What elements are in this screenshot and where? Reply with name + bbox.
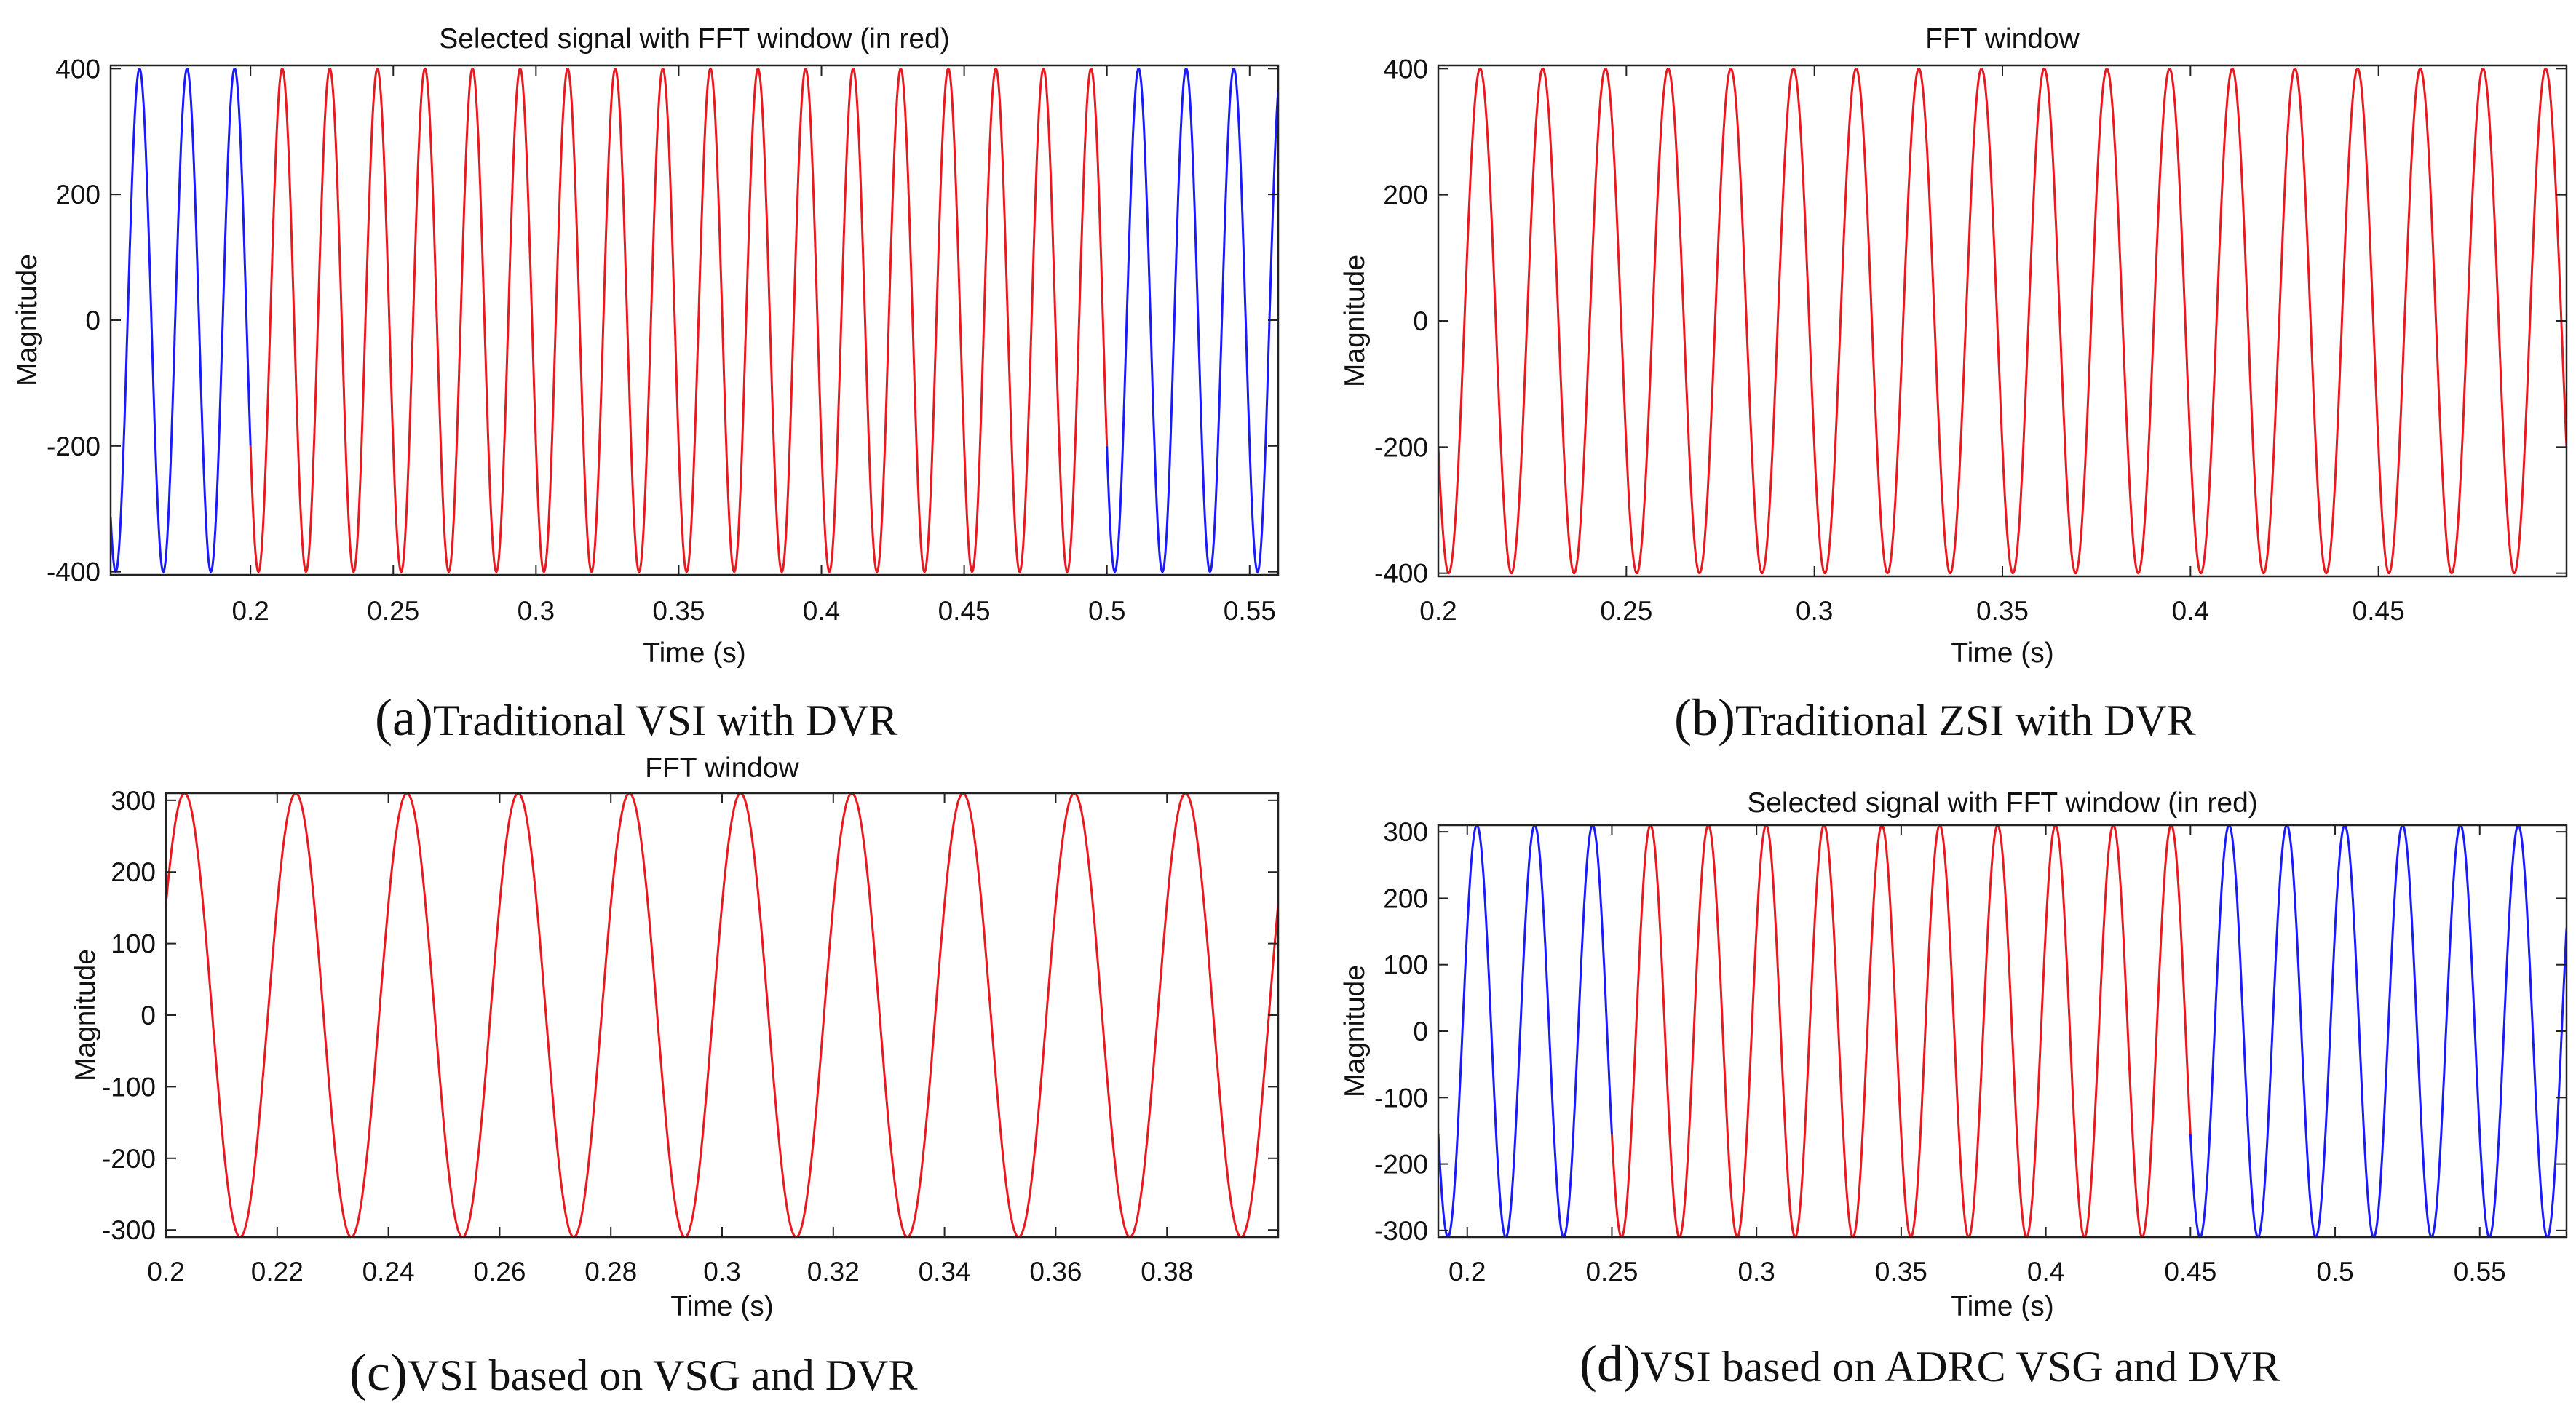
x-tick-label: 0.3 xyxy=(518,596,555,626)
x-tick-label: 0.3 xyxy=(1737,1257,1775,1287)
series-line-signal-3 xyxy=(2189,825,2567,1237)
y-tick-label: -400 xyxy=(47,557,100,587)
chart-title: Selected signal with FFT window (in red) xyxy=(439,23,950,55)
y-tick-label: -200 xyxy=(47,432,100,461)
y-tick-label: 200 xyxy=(1383,180,1428,210)
x-axis-label: Time (s) xyxy=(670,1291,774,1322)
panel-caption: (b)Traditional ZSI with DVR xyxy=(1674,688,2196,747)
panel-caption: (d)VSI based on ADRC VSG and DVR xyxy=(1580,1335,2280,1393)
x-tick-label: 0.34 xyxy=(919,1257,971,1287)
x-tick-label: 0.5 xyxy=(1088,596,1125,626)
x-tick-label: 0.3 xyxy=(1796,596,1833,626)
panel-b: 0.2 0.25 0.3 0.35 0.4 0.45 -400 -200 0 200 400 FFT … xyxy=(1339,23,2568,747)
y-tick-label: 100 xyxy=(111,929,156,959)
series-line-signal-1 xyxy=(111,67,252,573)
series-line-fft-window-1 xyxy=(166,793,1278,1237)
series-line-fft-window-2 xyxy=(249,67,1109,573)
y-tick-label: -100 xyxy=(1374,1083,1428,1113)
panel-d: 0.2 0.25 0.3 0.35 0.4 0.45 0.5 0.55 -300 -200 -100… xyxy=(1339,787,2568,1393)
caption-text: VSI based on ADRC VSG and DVR xyxy=(1641,1343,2280,1391)
y-axis-label: Magnitude xyxy=(70,949,101,1081)
x-tick-label: 0.55 xyxy=(2454,1257,2506,1287)
panel-caption: (c)VSI based on VSG and DVR xyxy=(349,1343,917,1402)
series-line-fft-window-1 xyxy=(1438,67,2567,575)
x-tick-label: 0.2 xyxy=(147,1257,184,1287)
y-tick-label: 400 xyxy=(1383,54,1428,84)
chart-title: FFT window xyxy=(645,752,799,784)
y-tick-label: 300 xyxy=(1383,817,1428,847)
x-tick-label: 0.55 xyxy=(1224,596,1276,626)
y-tick-label: -300 xyxy=(102,1215,156,1245)
x-tick-label: 0.26 xyxy=(473,1257,526,1287)
x-tick-label: 0.35 xyxy=(1875,1257,1927,1287)
y-tick-label: -200 xyxy=(1374,432,1428,462)
x-tick-label: 0.25 xyxy=(367,596,419,626)
caption-letter: (c) xyxy=(349,1343,408,1402)
x-tick-label: 0.2 xyxy=(231,596,269,626)
y-tick-label: 0 xyxy=(140,1001,156,1030)
x-tick-label: 0.28 xyxy=(584,1257,637,1287)
y-tick-label: -200 xyxy=(102,1144,156,1174)
x-tick-label: 0.45 xyxy=(2164,1257,2216,1287)
y-tick-label: 0 xyxy=(85,306,100,335)
caption-letter: (d) xyxy=(1580,1335,1641,1393)
y-tick-label: 200 xyxy=(55,180,100,210)
x-axis-label: Time (s) xyxy=(1951,637,2054,669)
x-tick-label: 0.5 xyxy=(2316,1257,2353,1287)
x-tick-label: 0.2 xyxy=(1448,1257,1486,1287)
axes-frame xyxy=(165,792,1280,1239)
x-tick-label: 0.36 xyxy=(1029,1257,1082,1287)
y-tick-label: 0 xyxy=(1413,306,1428,336)
y-tick-label: -400 xyxy=(1374,559,1428,589)
panel-caption: (a)Traditional VSI with DVR xyxy=(375,688,897,747)
x-tick-label: 0.45 xyxy=(938,596,991,626)
y-tick-label: -300 xyxy=(1374,1216,1428,1246)
x-tick-label: 0.4 xyxy=(2172,596,2209,626)
y-tick-label: 200 xyxy=(1383,883,1428,913)
x-tick-label: 0.3 xyxy=(703,1257,740,1287)
x-tick-label: 0.45 xyxy=(2353,596,2405,626)
caption-letter: (b) xyxy=(1674,688,1735,747)
y-tick-label: -100 xyxy=(102,1072,156,1102)
series-line-signal-1 xyxy=(1438,825,1613,1237)
caption-letter: (a) xyxy=(375,688,433,747)
x-tick-label: 0.2 xyxy=(1419,596,1457,626)
chart-title: Selected signal with FFT window (in red) xyxy=(1747,787,2258,819)
y-tick-label: 0 xyxy=(1413,1017,1428,1046)
x-tick-label: 0.35 xyxy=(1976,596,2029,626)
y-axis-label: Magnitude xyxy=(1339,965,1371,1097)
y-tick-label: 200 xyxy=(111,857,156,887)
y-axis-label: Magnitude xyxy=(12,254,43,386)
x-tick-label: 0.4 xyxy=(2027,1257,2064,1287)
x-tick-label: 0.38 xyxy=(1141,1257,1193,1287)
series-line-fft-window-2 xyxy=(1611,825,2192,1237)
x-tick-label: 0.35 xyxy=(652,596,705,626)
x-tick-label: 0.32 xyxy=(807,1257,860,1287)
panel-a: 0.2 0.25 0.3 0.35 0.4 0.45 0.5 0.55 -400 -200 0 200… xyxy=(12,23,1280,747)
panel-c: 0.2 0.22 0.24 0.26 0.28 0.3 0.32 0.34 0.36 0.38 -3… xyxy=(70,752,1280,1402)
y-tick-label: -200 xyxy=(1374,1150,1428,1180)
x-tick-label: 0.4 xyxy=(803,596,840,626)
x-tick-label: 0.25 xyxy=(1585,1257,1638,1287)
x-axis-label: Time (s) xyxy=(643,637,746,669)
x-tick-label: 0.25 xyxy=(1600,596,1652,626)
caption-text: VSI based on VSG and DVR xyxy=(408,1351,918,1399)
y-tick-label: 100 xyxy=(1383,950,1428,980)
x-axis-label: Time (s) xyxy=(1951,1291,2054,1322)
series-line-signal-3 xyxy=(1106,67,1278,573)
y-axis-label: Magnitude xyxy=(1339,255,1371,387)
chart-title: FFT window xyxy=(1925,23,2080,55)
x-tick-label: 0.24 xyxy=(362,1257,415,1287)
y-tick-label: 400 xyxy=(55,54,100,84)
y-tick-label: 300 xyxy=(111,786,156,816)
caption-text: Traditional ZSI with DVR xyxy=(1735,696,2196,744)
x-tick-label: 0.22 xyxy=(251,1257,304,1287)
caption-text: Traditional VSI with DVR xyxy=(433,696,897,744)
